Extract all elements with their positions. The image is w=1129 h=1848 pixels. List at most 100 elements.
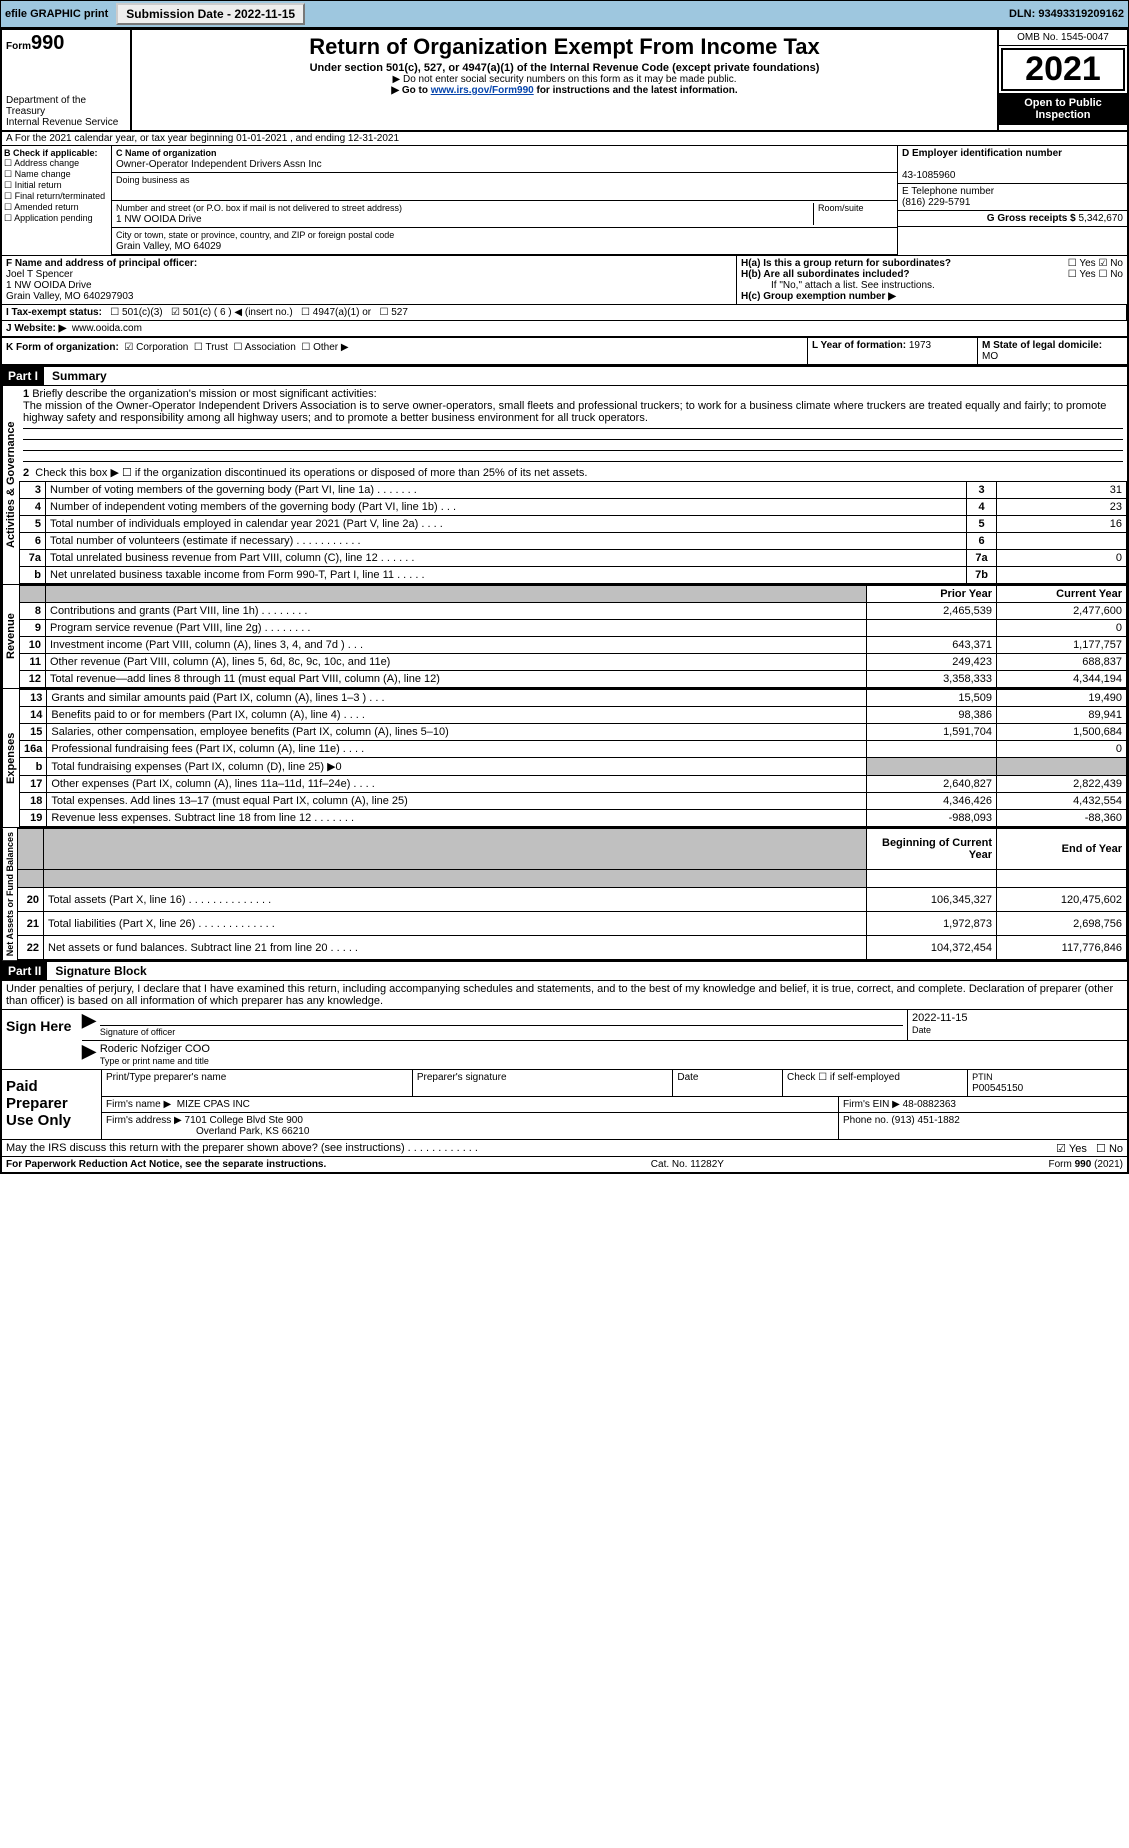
chk-amended[interactable]: Amended return: [4, 202, 109, 213]
penalty-text: Under penalties of perjury, I declare th…: [2, 981, 1127, 1010]
line-desc: Number of voting members of the governin…: [46, 482, 967, 499]
vlabel-revenue: Revenue: [2, 585, 19, 688]
room-label: Room/suite: [818, 203, 864, 213]
prior-value: 1,972,873: [867, 912, 997, 936]
k-corp[interactable]: Corporation: [124, 342, 188, 353]
prior-value: [867, 620, 997, 637]
current-value: 4,432,554: [997, 793, 1127, 810]
h-note: If "No," attach a list. See instructions…: [741, 280, 1123, 291]
officer-addr2: Grain Valley, MO 640297903: [6, 291, 133, 302]
city-label: City or town, state or province, country…: [116, 230, 394, 240]
vlabel-net: Net Assets or Fund Balances: [2, 828, 17, 960]
submission-date-button[interactable]: Submission Date - 2022-11-15: [116, 3, 305, 25]
line-desc: Professional fundraising fees (Part IX, …: [47, 741, 867, 758]
ha-yes[interactable]: Yes: [1068, 258, 1096, 269]
website-value: www.ooida.com: [72, 323, 142, 334]
hb-no[interactable]: No: [1098, 269, 1123, 280]
form-subtitle-3: ▶ Go to www.irs.gov/Form990 for instruct…: [136, 85, 993, 96]
line-num: 20: [18, 888, 44, 912]
j-label: J Website: ▶: [6, 323, 66, 334]
calendar-year-line: A For the 2021 calendar year, or tax yea…: [2, 132, 1127, 146]
col-hdr: End of Year: [997, 829, 1127, 870]
line-ref: 5: [967, 516, 997, 533]
i-527[interactable]: 527: [379, 307, 407, 318]
line-num: 16a: [20, 741, 47, 758]
firm-ein-value: 48-0882363: [903, 1099, 956, 1110]
current-value: 688,837: [997, 654, 1127, 671]
d-label: D Employer identification number: [902, 148, 1062, 159]
current-value: 117,776,846: [997, 936, 1127, 960]
l-value: 1973: [909, 340, 931, 351]
omb-label: OMB No. 1545-0047: [999, 30, 1127, 46]
hc-label: H(c) Group exemption number ▶: [741, 291, 1123, 302]
line-value: 16: [997, 516, 1127, 533]
line-value: [997, 533, 1127, 550]
hb-yes[interactable]: Yes: [1068, 269, 1096, 280]
col-hdr: Beginning of Current Year: [867, 829, 997, 870]
chk-application-pending[interactable]: Application pending: [4, 213, 109, 224]
officer-print-name: Roderic Nofziger COO: [100, 1043, 1123, 1055]
discuss-yes[interactable]: Yes: [1056, 1143, 1087, 1155]
line-num: b: [20, 567, 46, 584]
street-value: 1 NW OOIDA Drive: [116, 214, 202, 225]
line-desc: Total revenue—add lines 8 through 11 (mu…: [46, 671, 867, 688]
k-other[interactable]: Other ▶: [301, 342, 348, 353]
line-ref: 4: [967, 499, 997, 516]
chk-final-return[interactable]: Final return/terminated: [4, 191, 109, 202]
i-4947[interactable]: 4947(a)(1) or: [301, 307, 371, 318]
line-num: 22: [18, 936, 44, 960]
i-501c[interactable]: 501(c) ( 6 ) ◀ (insert no.): [171, 307, 293, 318]
prior-value: 643,371: [867, 637, 997, 654]
vlabel-expenses: Expenses: [2, 689, 19, 827]
line-desc: Salaries, other compensation, employee b…: [47, 724, 867, 741]
m-label: M State of legal domicile:: [982, 340, 1102, 351]
firm-ein-label: Firm's EIN ▶: [843, 1099, 900, 1110]
line-ref: 7b: [967, 567, 997, 584]
current-value: 0: [997, 620, 1127, 637]
discuss-no[interactable]: No: [1096, 1143, 1123, 1155]
chk-name-change[interactable]: Name change: [4, 169, 109, 180]
firm-addr-label: Firm's address ▶: [106, 1115, 182, 1126]
form-subtitle-2: ▶ Do not enter social security numbers o…: [136, 74, 993, 85]
line-num: 6: [20, 533, 46, 550]
form-subtitle-1: Under section 501(c), 527, or 4947(a)(1)…: [136, 62, 993, 74]
prior-value: 104,372,454: [867, 936, 997, 960]
prior-value: 2,465,539: [867, 603, 997, 620]
i-501c3[interactable]: 501(c)(3): [110, 307, 162, 318]
phone-value: (816) 229-5791: [902, 197, 970, 208]
current-value: 19,490: [997, 690, 1127, 707]
dba-label: Doing business as: [116, 175, 190, 185]
k-trust[interactable]: Trust: [194, 342, 228, 353]
k-assoc[interactable]: Association: [233, 342, 295, 353]
self-employed-check[interactable]: Check ☐ if self-employed: [783, 1070, 968, 1096]
line-ref: 3: [967, 482, 997, 499]
firm-name-label: Firm's name ▶: [106, 1099, 171, 1110]
firm-addr1: 7101 College Blvd Ste 900: [185, 1115, 303, 1126]
q1-text: Briefly describe the organization's miss…: [32, 388, 376, 400]
prior-value: 4,346,426: [867, 793, 997, 810]
part1-title: Summary: [44, 369, 107, 383]
k-label: K Form of organization:: [6, 342, 119, 353]
prior-value: [867, 741, 997, 758]
line-value: 0: [997, 550, 1127, 567]
line-num: b: [20, 758, 47, 776]
line-desc: Total unrelated business revenue from Pa…: [46, 550, 967, 567]
f-label: F Name and address of principal officer:: [6, 258, 197, 269]
prior-value: 249,423: [867, 654, 997, 671]
irs-link[interactable]: www.irs.gov/Form990: [431, 85, 534, 96]
m-value: MO: [982, 351, 998, 362]
l-label: L Year of formation:: [812, 340, 906, 351]
ha-no[interactable]: No: [1098, 258, 1123, 269]
line-desc: Net assets or fund balances. Subtract li…: [44, 936, 867, 960]
prior-value: -988,093: [867, 810, 997, 827]
footer-right: Form 990 (2021): [1049, 1159, 1123, 1170]
prior-value: 98,386: [867, 707, 997, 724]
chk-initial-return[interactable]: Initial return: [4, 180, 109, 191]
firm-name-value: MIZE CPAS INC: [177, 1099, 250, 1110]
part1-header-row: Part I Summary: [2, 365, 1127, 386]
line-num: 10: [20, 637, 46, 654]
ha-label: H(a) Is this a group return for subordin…: [741, 258, 951, 269]
line-desc: Program service revenue (Part VIII, line…: [46, 620, 867, 637]
line-value: 23: [997, 499, 1127, 516]
chk-address-change[interactable]: Address change: [4, 158, 109, 169]
